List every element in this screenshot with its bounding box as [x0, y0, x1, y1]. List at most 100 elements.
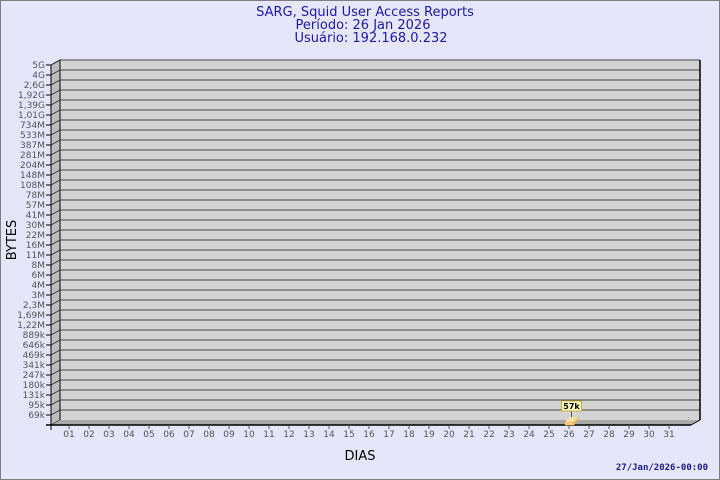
y-tick-label: 1,69M: [17, 311, 45, 321]
y-tick-label: 4M: [32, 281, 46, 291]
x-tick-label: 13: [303, 430, 314, 440]
x-tick-label: 29: [623, 430, 635, 440]
x-tick-label: 02: [83, 430, 94, 440]
y-tick-label: 11M: [26, 251, 45, 261]
y-tick-label: 8M: [32, 261, 46, 271]
timestamp: 27/Jan/2026-00:00: [616, 463, 708, 473]
y-tick-label: 108M: [20, 181, 45, 191]
y-tick-label: 41M: [26, 211, 45, 221]
y-tick-label: 1,01G: [18, 111, 45, 121]
x-tick-label: 22: [483, 430, 494, 440]
grid-diagonal: [50, 259, 61, 266]
x-tick-label: 23: [503, 430, 514, 440]
y-tick-label: 95k: [28, 401, 45, 411]
y-tick-label: 22M: [26, 231, 45, 241]
grid-diagonal: [50, 309, 61, 316]
y-tick-label: 6M: [32, 271, 46, 281]
y-tick-label: 1,22M: [17, 321, 45, 331]
grid-diagonal: [50, 319, 61, 326]
x-tick-label: 31: [663, 430, 674, 440]
x-tick-label: 12: [283, 430, 294, 440]
grid-diagonal: [50, 89, 61, 96]
chart-title: SARG, Squid User Access Reports: [256, 5, 474, 20]
y-tick-label: 1,39G: [18, 101, 45, 111]
y-tick-label: 69k: [28, 411, 45, 421]
x-tick-label: 16: [363, 430, 375, 440]
grid-diagonal: [50, 179, 61, 186]
x-axis-label: DIAS: [345, 449, 376, 464]
grid-diagonal: [50, 149, 61, 156]
x-tick-label: 19: [423, 430, 435, 440]
y-tick-label: 469k: [23, 351, 46, 361]
y-tick-label: 3M: [32, 291, 46, 301]
grid-diagonal: [50, 209, 61, 216]
data-label-box: [561, 400, 582, 412]
grid-diagonal: [50, 59, 61, 66]
y-tick-label: 4G: [32, 71, 45, 81]
x-tick-label: 20: [443, 430, 455, 440]
x-axis-corner: [690, 419, 701, 426]
grid-diagonal: [50, 269, 61, 276]
data-label: 57k: [563, 402, 580, 411]
grid-diagonal: [50, 199, 61, 206]
chart-subtitle-period: Período: 26 Jan 2026: [296, 18, 431, 33]
y-tick-label: 5G: [32, 61, 45, 71]
grid-diagonal: [50, 139, 61, 146]
plot-floor: [51, 420, 700, 425]
x-tick-label: 01: [63, 430, 74, 440]
grid-diagonal: [50, 289, 61, 296]
x-tick-label: 03: [103, 430, 114, 440]
bar: [564, 421, 575, 426]
y-tick-label: 247k: [23, 371, 46, 381]
x-tick-label: 30: [643, 430, 655, 440]
y-tick-label: 180k: [23, 381, 46, 391]
grid-diagonal: [50, 189, 61, 196]
grid-diagonal: [50, 359, 61, 366]
grid-diagonal: [50, 159, 61, 166]
y-tick-label: 281M: [20, 151, 45, 161]
y-tick-label: 734M: [20, 121, 45, 131]
grid-diagonal: [50, 339, 61, 346]
grid-diagonal: [50, 169, 61, 176]
chart-subtitle-user: Usuário: 192.168.0.232: [294, 31, 447, 46]
x-tick-label: 11: [263, 430, 274, 440]
y-tick-label: 1,92G: [18, 91, 45, 101]
y-tick-label: 204M: [20, 161, 45, 171]
grid-diagonal: [50, 79, 61, 86]
x-tick-label: 21: [463, 430, 474, 440]
x-tick-label: 07: [183, 430, 194, 440]
grid-diagonal: [50, 249, 61, 256]
x-tick-label: 05: [143, 430, 154, 440]
x-tick-label: 04: [123, 430, 135, 440]
y-tick-label: 148M: [20, 171, 45, 181]
x-tick-label: 17: [383, 430, 394, 440]
y-tick-label: 78M: [26, 191, 45, 201]
x-tick-label: 18: [403, 430, 415, 440]
grid-diagonal: [50, 279, 61, 286]
y-tick-label: 16M: [26, 241, 45, 251]
grid-diagonal: [50, 369, 61, 376]
x-tick-label: 27: [583, 430, 594, 440]
x-tick-label: 15: [343, 430, 354, 440]
y-tick-label: 2,3M: [23, 301, 45, 311]
grid-diagonal: [50, 299, 61, 306]
y-tick-label: 30M: [26, 221, 45, 231]
grid-diagonal: [50, 399, 61, 406]
grid-diagonal: [50, 409, 61, 416]
y-axis-label: BYTES: [5, 220, 20, 261]
grid-diagonal: [50, 379, 61, 386]
grid-diagonal: [50, 119, 61, 126]
x-tick-label: 14: [323, 430, 335, 440]
grid-diagonal: [50, 69, 61, 76]
y-tick-label: 889k: [23, 331, 46, 341]
x-tick-label: 24: [523, 430, 535, 440]
x-tick-label: 10: [243, 430, 255, 440]
x-tick-label: 09: [223, 430, 235, 440]
x-tick-label: 26: [563, 430, 575, 440]
grid-diagonal: [50, 239, 61, 246]
x-tick-label: 25: [543, 430, 554, 440]
grid-diagonal: [50, 229, 61, 236]
grid-diagonal: [50, 219, 61, 226]
x-tick-label: 08: [203, 430, 215, 440]
grid-diagonal: [50, 109, 61, 116]
